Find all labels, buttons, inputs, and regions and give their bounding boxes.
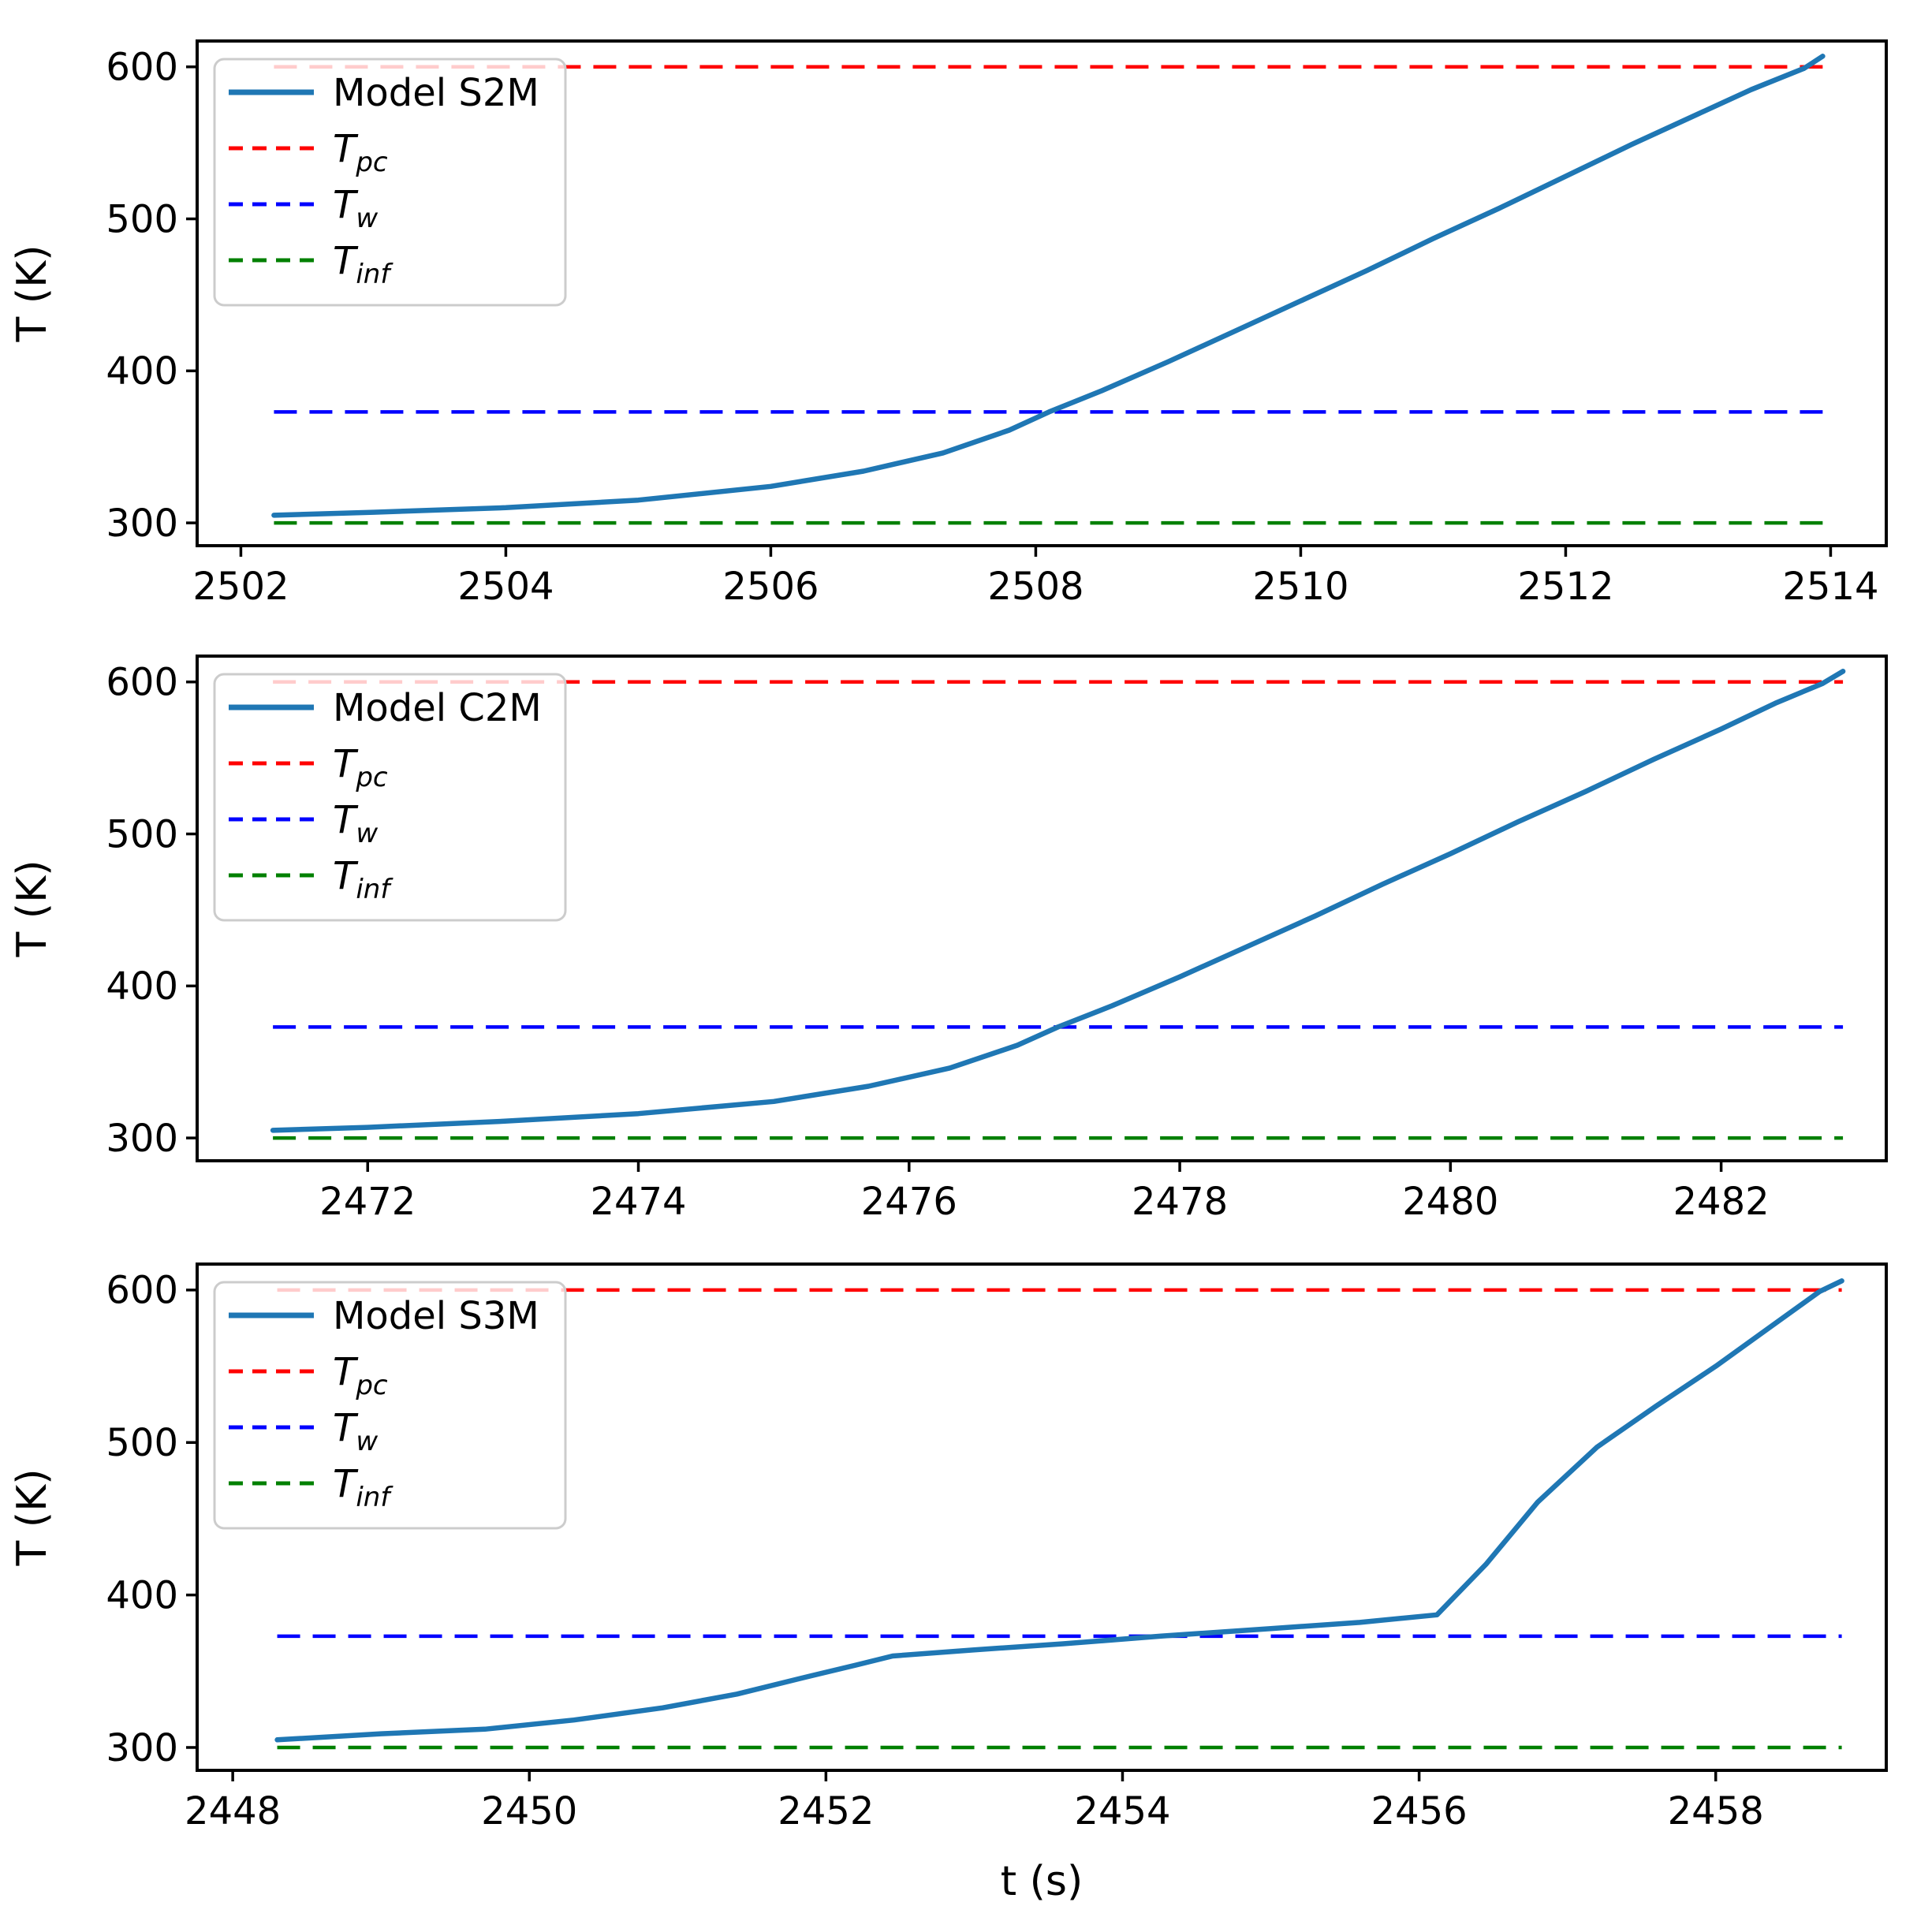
curve-model-s2m [271,54,1826,518]
legend-item-model: Model S3M [229,1294,539,1338]
subplot-1: 2502 2504 2506 2508 2510 2512 2514 300 400 500 600… [9,39,1888,609]
y-tick-label: 400 [106,349,178,393]
y-tick-label: 300 [106,1726,178,1770]
y-tick-label: 500 [106,1421,178,1465]
legend-label: Tpc [333,1350,388,1401]
x-tick-label: 2476 [861,1180,957,1224]
curve-model-s3m [274,1278,1844,1743]
legend-item-inf: Tinf [229,239,393,290]
x-tick-label: 2510 [1252,565,1348,609]
y-tick-label: 300 [106,502,178,546]
y-tick-label: 400 [106,1573,178,1617]
x-tick-label: 2456 [1371,1789,1468,1833]
axes-spines [196,39,1888,547]
y-tick-label: 500 [106,812,178,856]
x-tick-label: 2454 [1074,1789,1170,1833]
legend-label: Tinf [333,1462,393,1513]
legend-label: Tpc [333,742,388,793]
legend-item-pc: Tpc [229,127,388,178]
x-tick-label: 2504 [457,565,554,609]
x-tick-label: 2506 [722,565,819,609]
legend-box [213,1281,567,1530]
y-tick-label: 400 [106,964,178,1009]
x-axis-label: t (s) [1001,1858,1083,1905]
axes-spines [196,1263,1888,1772]
legend-label: Model S3M [333,1294,539,1338]
y-tick-label: 600 [106,46,178,90]
legend-label: Tinf [333,239,393,290]
x-tick-label: 2450 [481,1789,577,1833]
x-tick-label: 2502 [192,565,289,609]
legend-item-pc: Tpc [229,742,388,793]
legend-item-w: Tw [229,183,378,234]
legend-label: Tinf [333,854,393,905]
legend-item-inf: Tinf [229,1462,393,1513]
legend-label: Model C2M [333,686,542,730]
x-tick-label: 2472 [319,1180,416,1224]
curve-model-c2m [270,669,1846,1133]
x-tick-label: 2448 [185,1789,281,1833]
legend-item-inf: Tinf [229,854,393,905]
legend-item-pc: Tpc [229,1350,388,1401]
x-tick-label: 2508 [987,565,1083,609]
y-axis-label: T (K) [9,1469,56,1567]
x-tick-label: 2514 [1782,565,1878,609]
axes-spines [196,655,1888,1162]
x-tick-label: 2478 [1132,1180,1228,1224]
subplot-2: 2472 2474 2476 2478 2480 2482 300 400 500 600 T (K… [9,655,1888,1224]
legend-label: Tw [333,798,378,849]
y-tick-label: 300 [106,1117,178,1161]
legend-label: Model S2M [333,71,539,115]
legend-box [213,58,567,307]
legend-item-model: Model C2M [229,686,542,730]
y-tick-label: 500 [106,197,178,241]
y-axis-label: T (K) [9,245,56,343]
subplot-3: 2448 2450 2452 2454 2456 2458 300 400 500 600 T (K… [9,1263,1888,1905]
x-tick-label: 2458 [1668,1789,1764,1833]
x-tick-label: 2474 [590,1180,686,1224]
y-axis-label: T (K) [9,860,56,958]
legend-item-w: Tw [229,798,378,849]
legend-label: Tpc [333,127,388,178]
x-tick-label: 2512 [1517,565,1613,609]
legend-label: Tw [333,183,378,234]
x-tick-label: 2452 [778,1789,874,1833]
legend-item-model: Model S2M [229,71,539,115]
y-tick-label: 600 [106,1269,178,1313]
legend-box [213,673,567,922]
legend-item-w: Tw [229,1406,378,1457]
x-tick-label: 2480 [1402,1180,1498,1224]
legend-label: Tw [333,1406,378,1457]
x-tick-label: 2482 [1673,1180,1770,1224]
y-tick-label: 600 [106,661,178,705]
